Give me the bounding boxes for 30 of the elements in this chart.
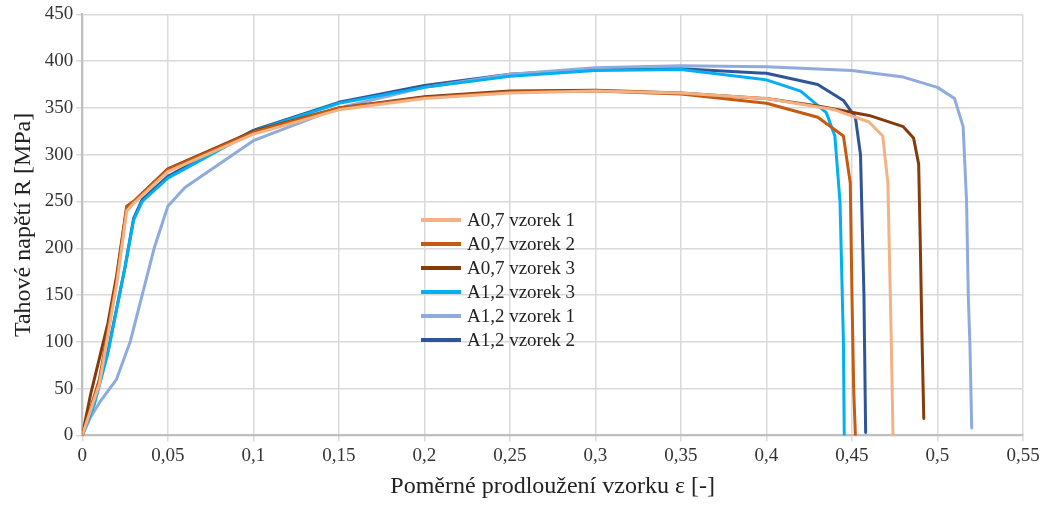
x-tick-label: 0,3 — [583, 443, 608, 465]
x-axis-title: Poměrné prodloužení vzorku ε [-] — [390, 471, 715, 498]
y-tick-label: 300 — [44, 142, 74, 164]
y-tick-label: 400 — [44, 49, 74, 71]
y-tick-label: 0 — [63, 423, 74, 445]
x-tick-label: 0,4 — [754, 443, 779, 465]
x-tick-label: 0,1 — [241, 443, 266, 465]
y-axis-title: Tahové napětí R [MPa] — [8, 112, 35, 338]
x-tick-label: 0,55 — [1006, 443, 1040, 465]
y-tick-label: 150 — [44, 283, 74, 305]
y-tick-label: 200 — [44, 236, 74, 258]
y-tick-label: 250 — [44, 189, 74, 211]
x-tick-label: 0,5 — [925, 443, 950, 465]
legend-label: A0,7 vzorek 1 — [465, 208, 576, 233]
legend-label: A0,7 vzorek 2 — [465, 232, 576, 257]
x-tick-label: 0,25 — [493, 443, 527, 465]
legend-label: A1,2 vzorek 3 — [465, 280, 576, 305]
y-tick-label: 50 — [54, 376, 74, 398]
x-tick-label: 0,2 — [412, 443, 437, 465]
y-tick-label: 350 — [44, 95, 74, 117]
legend-label: A1,2 vzorek 1 — [465, 304, 576, 329]
x-tick-label: 0,15 — [322, 443, 356, 465]
legend-label: A1,2 vzorek 2 — [465, 328, 576, 353]
y-tick-label: 450 — [44, 2, 74, 24]
x-tick-label: 0,35 — [664, 443, 698, 465]
x-tick-label: 0,45 — [835, 443, 869, 465]
x-tick-label: 0,05 — [151, 443, 185, 465]
x-tick-label: 0 — [77, 443, 88, 465]
legend-label: A0,7 vzorek 3 — [465, 256, 576, 281]
y-tick-label: 100 — [44, 329, 74, 351]
